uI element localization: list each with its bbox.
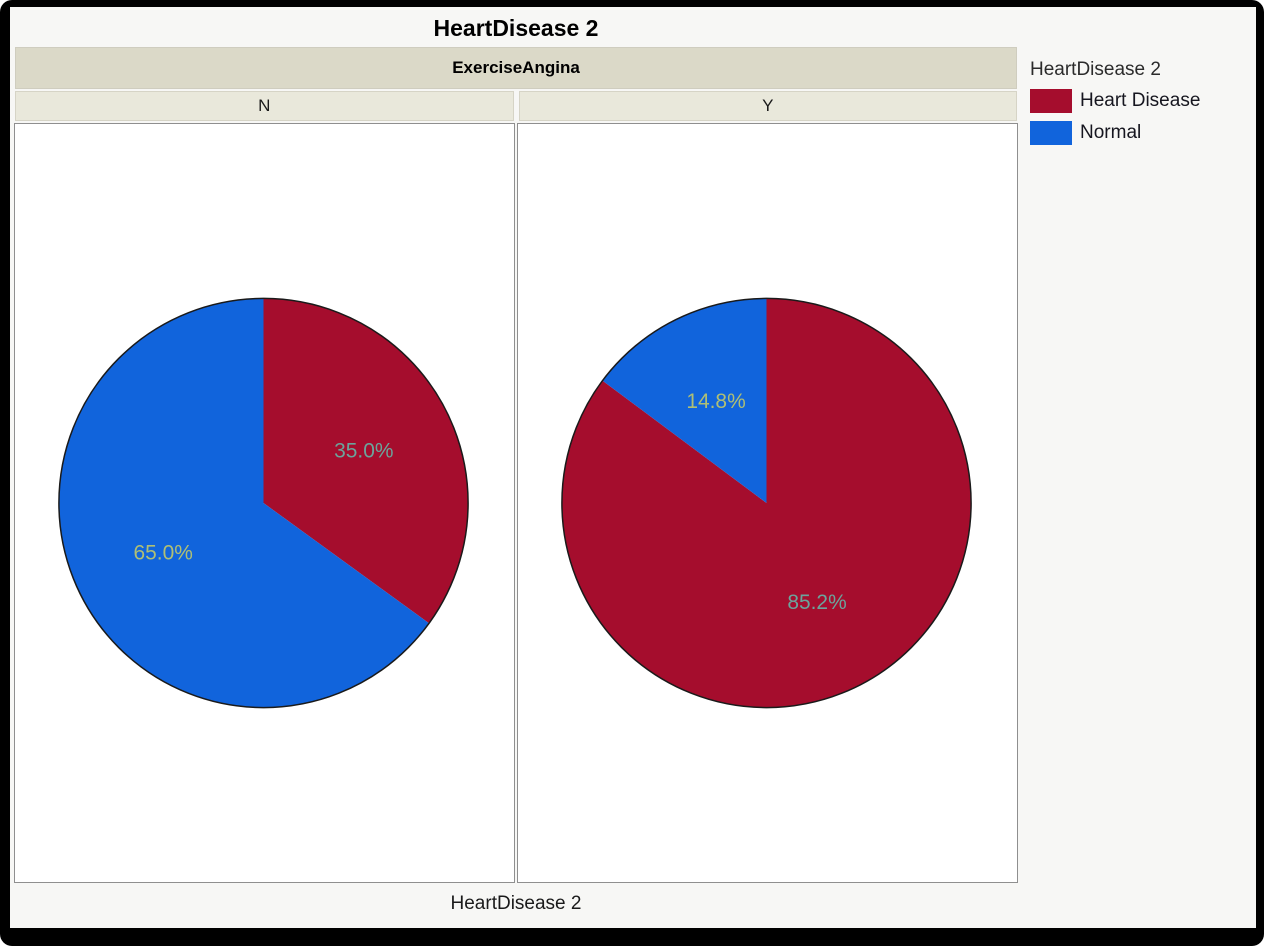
- pie-slice-label: 65.0%: [134, 542, 193, 565]
- pie-panel-n: 35.0% 65.0%: [14, 123, 515, 883]
- facet-table: ExerciseAngina N Y 35.0% 65.0% 85.2% 14.8%: [14, 47, 1018, 883]
- pie-panel-y: 85.2% 14.8%: [517, 123, 1018, 883]
- facet-column-header-n: N: [15, 91, 514, 121]
- facet-group-header: ExerciseAngina: [15, 47, 1017, 89]
- report-title: HeartDisease 2: [433, 15, 599, 41]
- pie-chart-y[interactable]: 85.2% 14.8%: [518, 124, 1017, 882]
- legend: HeartDisease 2 Heart Disease Normal: [1030, 59, 1200, 145]
- legend-label-heart-disease: Heart Disease: [1080, 90, 1201, 111]
- pie-outline: [58, 297, 469, 709]
- pie-slice-normal[interactable]: [58, 298, 430, 708]
- report-canvas: HeartDisease 2 ExerciseAngina N Y 35.0% 6…: [10, 7, 1256, 928]
- facet-column-header-y: Y: [518, 91, 1017, 121]
- facet-column-row: N Y: [14, 91, 1018, 121]
- pie-slice-label: 35.0%: [334, 439, 393, 462]
- pie-outline: [561, 297, 972, 709]
- x-axis-label: HeartDisease 2: [450, 893, 582, 914]
- legend-item-normal[interactable]: Normal: [1030, 121, 1200, 145]
- pie-slice-label: 85.2%: [787, 591, 846, 614]
- plot-panels: 35.0% 65.0% 85.2% 14.8%: [14, 123, 1018, 883]
- pie-slice-heart-disease[interactable]: [561, 298, 972, 708]
- legend-label-normal: Normal: [1080, 122, 1142, 143]
- pie-chart-n[interactable]: 35.0% 65.0%: [15, 124, 514, 882]
- legend-title: HeartDisease 2: [1030, 59, 1161, 80]
- pie-slice-heart-disease[interactable]: [263, 298, 469, 624]
- pie-slice-normal[interactable]: [602, 298, 767, 503]
- legend-swatch-heart-disease[interactable]: [1030, 89, 1072, 113]
- legend-item-heart-disease[interactable]: Heart Disease: [1030, 89, 1200, 113]
- pie-slice-label: 14.8%: [686, 390, 745, 413]
- legend-swatch-normal[interactable]: [1030, 121, 1072, 145]
